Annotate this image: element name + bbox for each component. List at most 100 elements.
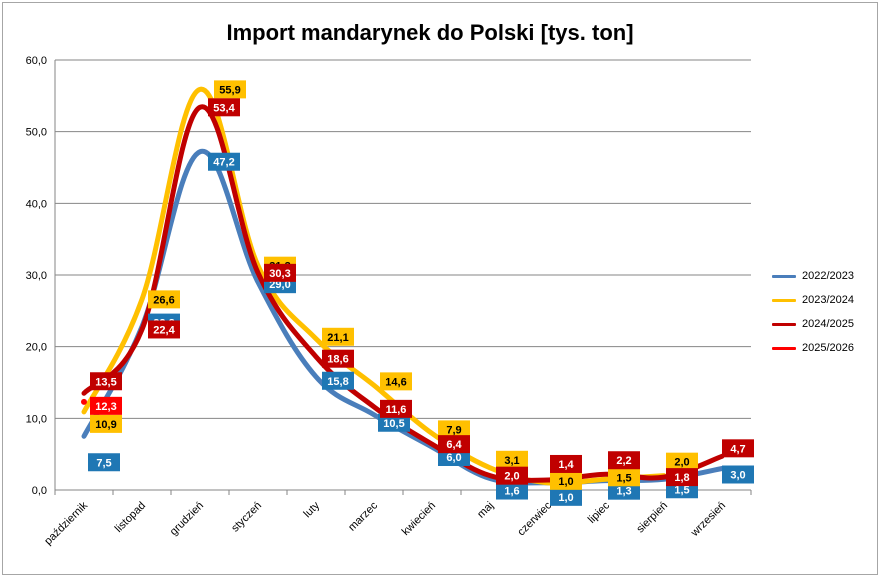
data-label: 7,9	[438, 420, 470, 439]
data-label-text: 4,7	[730, 443, 745, 455]
data-label-text: 53,4	[213, 102, 235, 114]
data-label-box	[496, 450, 528, 469]
x-tick-label: sierpień	[634, 500, 670, 536]
data-label-box	[322, 327, 354, 346]
data-label-text: 21,1	[327, 332, 348, 344]
data-label: 13,5	[90, 372, 122, 391]
data-label-text: 26,6	[153, 294, 174, 306]
data-label: 1,0	[550, 487, 582, 506]
data-label-text: 22,4	[153, 324, 175, 336]
y-tick-label: 20,0	[26, 342, 47, 354]
data-label-box	[496, 481, 528, 500]
data-label-box	[550, 487, 582, 506]
y-tick-label: 40,0	[26, 198, 47, 210]
data-label-box	[322, 349, 354, 368]
x-tick-label: luty	[302, 499, 323, 520]
data-label-box	[496, 466, 528, 485]
data-label-text: 1,3	[616, 486, 631, 498]
legend-swatch	[772, 274, 796, 278]
data-label-box	[90, 414, 122, 433]
data-label: 30,3	[264, 263, 296, 282]
data-label-text: 1,0	[558, 492, 573, 504]
y-tick-label: 50,0	[26, 127, 47, 139]
data-label: 21,1	[322, 327, 354, 346]
x-tick-label: czerwiec	[515, 499, 554, 538]
series-lines	[81, 86, 725, 486]
data-label-text: 2,0	[504, 471, 519, 483]
data-label: 2,0	[666, 452, 698, 471]
legend-item: 2025/2026	[772, 336, 872, 360]
data-label-box	[722, 465, 754, 484]
data-label-box	[148, 320, 180, 339]
legend-label: 2022/2023	[802, 270, 854, 282]
data-label-text: 3,1	[504, 455, 519, 467]
y-tick-label: 10,0	[26, 413, 47, 425]
data-label-text: 3,0	[730, 470, 745, 482]
x-tick-label: marzec	[346, 499, 380, 533]
data-label-text: 1,0	[558, 476, 573, 488]
x-tick-label: listopad	[113, 500, 148, 535]
y-tick-label: 30,0	[26, 270, 47, 282]
legend-item: 2024/2025	[772, 312, 872, 336]
legend-label: 2024/2025	[802, 318, 854, 330]
data-label-box	[438, 420, 470, 439]
data-label: 22,4	[148, 320, 180, 339]
series-point	[81, 398, 87, 405]
data-label-box	[90, 372, 122, 391]
data-label-box	[264, 263, 296, 282]
data-label: 1,8	[666, 468, 698, 487]
data-label-text: 14,6	[385, 376, 406, 388]
data-label-text: 2,0	[674, 457, 689, 469]
data-label-text: 15,8	[327, 376, 348, 388]
series-line	[81, 104, 725, 483]
data-label: 2,2	[608, 451, 640, 470]
data-label-box	[322, 371, 354, 390]
data-label-text: 1,5	[674, 484, 689, 496]
data-label-box	[666, 468, 698, 487]
axes: 0,0 10,0 20,0 30,0 40,0 50,0 60,0 październik li…	[26, 55, 752, 547]
x-tick-label: lipiec	[586, 499, 613, 526]
data-label-box	[380, 372, 412, 391]
data-label-text: 55,9	[219, 84, 240, 96]
data-label: 6,4	[438, 435, 470, 454]
data-label-box	[208, 152, 240, 171]
data-label-text: 2,2	[616, 455, 631, 467]
data-label-box	[666, 452, 698, 471]
data-label-box	[378, 413, 410, 432]
x-tick-label: maj	[475, 500, 496, 521]
data-label-box	[550, 471, 582, 490]
data-label: 53,4	[208, 98, 240, 117]
data-label-box	[214, 80, 246, 99]
data-label-text: 11,6	[386, 404, 407, 416]
legend: 2022/2023 2023/2024 2024/2025 2025/2026	[772, 264, 872, 360]
x-tick-label: październik	[42, 499, 90, 547]
data-label: 11,6	[380, 399, 412, 418]
grid-lines	[55, 59, 751, 491]
data-label-text: 18,6	[327, 354, 348, 366]
x-tick-label: kwiecień	[400, 500, 438, 538]
data-label: 3,1	[496, 450, 528, 469]
y-tick-label: 0,0	[32, 485, 47, 497]
data-label: 15,8	[322, 371, 354, 390]
data-label: 55,9	[214, 80, 246, 99]
data-label: 10,5	[378, 413, 410, 432]
data-label-text: 7,9	[446, 424, 461, 436]
data-label: 26,6	[148, 290, 180, 309]
data-label: 4,7	[722, 439, 754, 458]
data-label-text: 7,5	[96, 457, 111, 469]
data-label: 12,3	[90, 396, 122, 415]
data-label-box	[90, 396, 122, 415]
data-label: 1,5	[608, 468, 640, 487]
data-label-box	[608, 451, 640, 470]
legend-item: 2022/2023	[772, 264, 872, 288]
data-label-text: 1,6	[504, 486, 519, 498]
data-label-box	[722, 439, 754, 458]
data-label-box	[550, 454, 582, 473]
series-line	[81, 86, 667, 486]
data-label: 7,5	[88, 453, 120, 472]
data-label-text: 30,3	[269, 268, 290, 280]
data-label-box	[148, 290, 180, 309]
data-label-box	[380, 399, 412, 418]
legend-swatch	[772, 322, 796, 326]
